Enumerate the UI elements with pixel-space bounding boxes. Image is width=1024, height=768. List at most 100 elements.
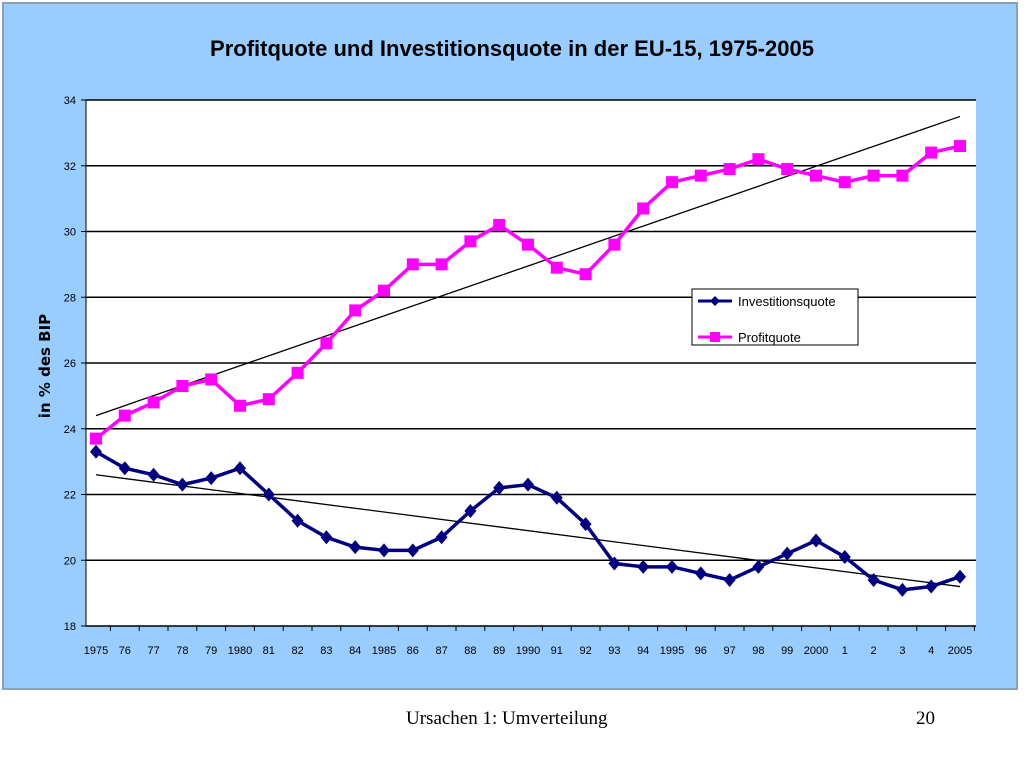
data-point-profit <box>378 284 390 297</box>
data-point-profit <box>666 176 678 189</box>
data-point-profit <box>205 373 218 386</box>
data-point-profit <box>147 396 160 409</box>
data-point-investition <box>90 444 102 459</box>
data-point-investition <box>320 530 333 545</box>
x-tick-label: 1985 <box>372 645 396 657</box>
data-point-profit <box>349 304 362 317</box>
y-tick-label: 34 <box>64 95 76 107</box>
data-point-profit <box>522 238 534 251</box>
legend-marker-profit <box>710 332 720 342</box>
data-point-investition <box>925 579 938 594</box>
data-point-profit <box>464 235 477 248</box>
data-point-profit <box>608 238 621 251</box>
x-tick-label: 2 <box>871 645 877 657</box>
x-tick-label: 97 <box>723 645 735 657</box>
data-point-investition <box>464 503 477 518</box>
data-point-profit <box>694 169 707 182</box>
y-tick-label: 26 <box>64 358 76 370</box>
x-tick-label: 86 <box>407 645 419 657</box>
trend-line-investition <box>95 474 961 588</box>
data-point-investition <box>550 490 563 505</box>
chart-frame: Profitquote und Investitionsquote in der… <box>2 2 1018 690</box>
x-tick-label: 1 <box>842 645 848 657</box>
trend-line-profit <box>95 115 961 417</box>
chart: Profitquote und Investitionsquote in der… <box>36 36 976 657</box>
data-point-profit <box>550 261 563 274</box>
x-tick-label: 82 <box>291 645 303 657</box>
data-point-profit <box>291 366 304 379</box>
data-point-investition <box>118 461 131 476</box>
data-point-investition <box>867 572 880 587</box>
y-tick-label: 24 <box>64 424 76 436</box>
data-point-investition <box>493 480 506 495</box>
legend-label-investition: Investitionsquote <box>738 294 836 309</box>
y-tick-label: 18 <box>64 621 76 633</box>
data-point-profit <box>810 169 822 182</box>
data-point-profit <box>234 399 246 412</box>
data-point-investition <box>723 572 736 587</box>
y-tick-label: 28 <box>64 292 76 304</box>
data-point-profit <box>838 176 851 189</box>
data-point-investition <box>147 467 160 482</box>
data-point-investition <box>349 540 362 555</box>
legend-marker-investition <box>710 296 720 306</box>
x-tick-label: 1980 <box>228 645 252 657</box>
x-tick-label: 4 <box>928 645 934 657</box>
x-tick-label: 78 <box>176 645 188 657</box>
trend-lines <box>95 115 961 588</box>
y-tick-label: 30 <box>64 227 76 239</box>
x-tick-label: 79 <box>205 645 217 657</box>
x-tick-label: 77 <box>147 645 159 657</box>
x-tick-label: 83 <box>320 645 332 657</box>
page-number: 20 <box>916 708 935 729</box>
data-point-profit <box>752 153 765 166</box>
data-point-profit <box>320 337 333 350</box>
chart-title: Profitquote und Investitionsquote in der… <box>210 36 814 61</box>
data-point-profit <box>262 393 275 406</box>
data-point-investition <box>752 559 765 574</box>
y-tick-label: 32 <box>64 161 76 173</box>
x-tick-label: 2005 <box>948 645 972 657</box>
data-point-investition <box>810 533 822 548</box>
x-tick-label: 89 <box>493 645 505 657</box>
data-point-profit <box>925 146 938 159</box>
x-tick-label: 88 <box>464 645 476 657</box>
y-axis-title: in % des BIP <box>36 314 54 418</box>
x-tick-label: 1990 <box>516 645 540 657</box>
data-point-profit <box>781 163 794 176</box>
data-point-profit <box>406 258 419 271</box>
data-point-profit <box>90 432 102 445</box>
x-tick-label: 76 <box>119 645 131 657</box>
data-point-investition <box>637 559 650 574</box>
data-point-profit <box>867 169 880 182</box>
x-tick-label: 94 <box>637 645 649 657</box>
x-tick-label: 93 <box>608 645 620 657</box>
data-point-investition <box>608 556 621 571</box>
x-tick-label: 1995 <box>660 645 684 657</box>
series-lines <box>90 140 966 597</box>
data-point-investition <box>522 477 534 492</box>
data-point-investition <box>896 582 909 597</box>
data-point-investition <box>781 546 794 561</box>
data-point-profit <box>579 268 592 281</box>
x-tick-label: 2000 <box>804 645 828 657</box>
data-point-profit <box>896 169 909 182</box>
legend-label-profit: Profitquote <box>738 330 801 345</box>
data-point-profit <box>435 258 448 271</box>
data-point-profit <box>637 202 650 215</box>
x-axis: 1975 76 77 78 79 1980 81 82 83 84 1985 86 87 88 89 1990… <box>84 625 976 657</box>
y-tick-label: 22 <box>64 490 76 502</box>
x-tick-label: 91 <box>551 645 563 657</box>
data-point-profit <box>954 140 966 153</box>
data-point-investition <box>954 569 966 584</box>
x-tick-label: 81 <box>263 645 275 657</box>
data-point-investition <box>262 487 275 502</box>
x-tick-label: 98 <box>752 645 764 657</box>
data-point-investition <box>666 559 678 574</box>
x-tick-label: 1975 <box>84 645 108 657</box>
data-point-investition <box>378 543 390 558</box>
y-tick-label: 20 <box>64 555 76 567</box>
data-point-investition <box>291 513 304 528</box>
data-point-investition <box>234 461 246 476</box>
data-point-investition <box>176 477 189 492</box>
